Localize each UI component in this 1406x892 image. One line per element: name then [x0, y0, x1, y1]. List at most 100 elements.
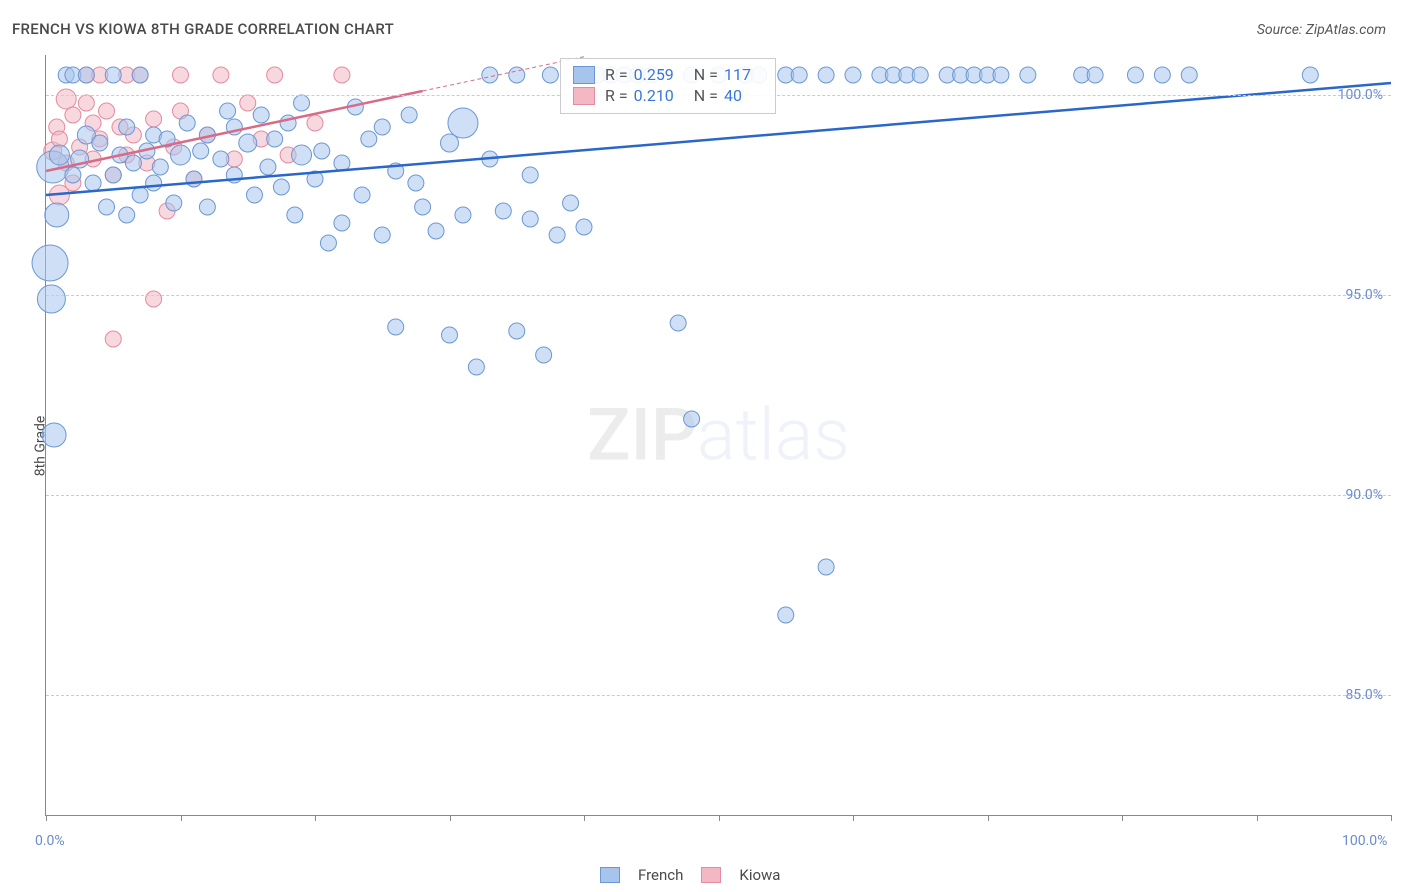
data-point	[509, 67, 525, 83]
data-point	[1181, 67, 1197, 83]
data-point	[292, 145, 312, 165]
data-point	[99, 199, 115, 215]
data-point	[193, 143, 209, 159]
data-point	[1087, 67, 1103, 83]
data-point	[173, 67, 189, 83]
legend-swatch	[701, 867, 721, 883]
data-point	[670, 315, 686, 331]
x-tick-label: 0.0%	[35, 833, 65, 849]
data-point	[576, 219, 592, 235]
data-point	[791, 67, 807, 83]
data-point	[37, 285, 65, 313]
data-point	[166, 195, 182, 211]
x-tick-mark	[1257, 815, 1258, 821]
data-point	[563, 195, 579, 211]
legend-swatch	[600, 867, 620, 883]
legend-label: French	[638, 866, 683, 884]
y-tick-label: 95.0%	[1345, 287, 1383, 303]
x-tick-label: 100.0%	[1342, 833, 1387, 849]
legend: FrenchKiowa	[600, 866, 780, 884]
data-point	[260, 159, 276, 175]
data-point	[361, 131, 377, 147]
data-point	[99, 103, 115, 119]
data-point	[509, 323, 525, 339]
data-point	[186, 171, 202, 187]
x-tick-mark	[450, 815, 451, 821]
data-point	[32, 245, 68, 281]
data-point	[482, 67, 498, 83]
data-point	[522, 211, 538, 227]
data-point	[334, 67, 350, 83]
data-point	[442, 327, 458, 343]
scatter-svg	[46, 55, 1391, 815]
data-point	[428, 223, 444, 239]
data-point	[65, 167, 81, 183]
x-tick-mark	[315, 815, 316, 821]
chart-title: FRENCH VS KIOWA 8TH GRADE CORRELATION CH…	[12, 20, 394, 38]
data-point	[374, 119, 390, 135]
data-point	[132, 187, 148, 203]
x-tick-mark	[853, 815, 854, 821]
x-tick-mark	[1391, 815, 1392, 821]
data-point	[845, 67, 861, 83]
data-point	[684, 411, 700, 427]
data-point	[179, 115, 195, 131]
data-point	[199, 199, 215, 215]
r-value: 0.210	[634, 86, 674, 105]
data-point	[334, 215, 350, 231]
r-label: R =	[605, 86, 628, 105]
data-point	[408, 175, 424, 191]
data-point	[273, 179, 289, 195]
data-point	[307, 115, 323, 131]
data-point	[146, 175, 162, 191]
data-point	[287, 207, 303, 223]
x-tick-mark	[1122, 815, 1123, 821]
data-point	[267, 131, 283, 147]
correlation-stats-box: R =0.259N =117R =0.210N =40	[560, 58, 776, 114]
data-point	[415, 199, 431, 215]
data-point	[549, 227, 565, 243]
data-point	[42, 423, 66, 447]
x-tick-mark	[584, 815, 585, 821]
n-value: 40	[724, 86, 742, 105]
data-point	[78, 67, 94, 83]
gridline-h	[46, 495, 1391, 496]
data-point	[45, 203, 69, 227]
x-tick-mark	[46, 815, 47, 821]
x-tick-mark	[181, 815, 182, 821]
n-label: N =	[694, 65, 718, 84]
data-point	[1154, 67, 1170, 83]
data-point	[455, 207, 471, 223]
data-point	[993, 67, 1009, 83]
stats-row: R =0.259N =117	[573, 65, 761, 84]
data-point	[267, 67, 283, 83]
data-point	[388, 319, 404, 335]
data-point	[239, 134, 257, 152]
data-point	[778, 607, 794, 623]
data-point	[401, 107, 417, 123]
data-point	[49, 145, 69, 165]
stats-row: R = 0.210 N = 40	[573, 86, 761, 105]
data-point	[374, 227, 390, 243]
data-point	[495, 203, 511, 219]
data-point	[213, 151, 229, 167]
data-point	[354, 187, 370, 203]
data-point	[105, 167, 121, 183]
data-point	[522, 167, 538, 183]
data-point	[56, 89, 76, 109]
plot-area: ZIPatlas 100.0%95.0%90.0%85.0%	[45, 55, 1391, 816]
data-point	[536, 347, 552, 363]
data-point	[146, 291, 162, 307]
x-tick-mark	[988, 815, 989, 821]
y-tick-label: 100.0%	[1338, 87, 1383, 103]
n-label: N =	[694, 86, 718, 105]
data-point	[146, 111, 162, 127]
source-credit: Source: ZipAtlas.com	[1257, 22, 1386, 38]
series-swatch	[573, 87, 595, 105]
data-point	[294, 95, 310, 111]
data-point	[314, 143, 330, 159]
r-label: R =	[605, 65, 628, 84]
data-point	[1127, 67, 1143, 83]
gridline-h	[46, 695, 1391, 696]
data-point	[1302, 67, 1318, 83]
